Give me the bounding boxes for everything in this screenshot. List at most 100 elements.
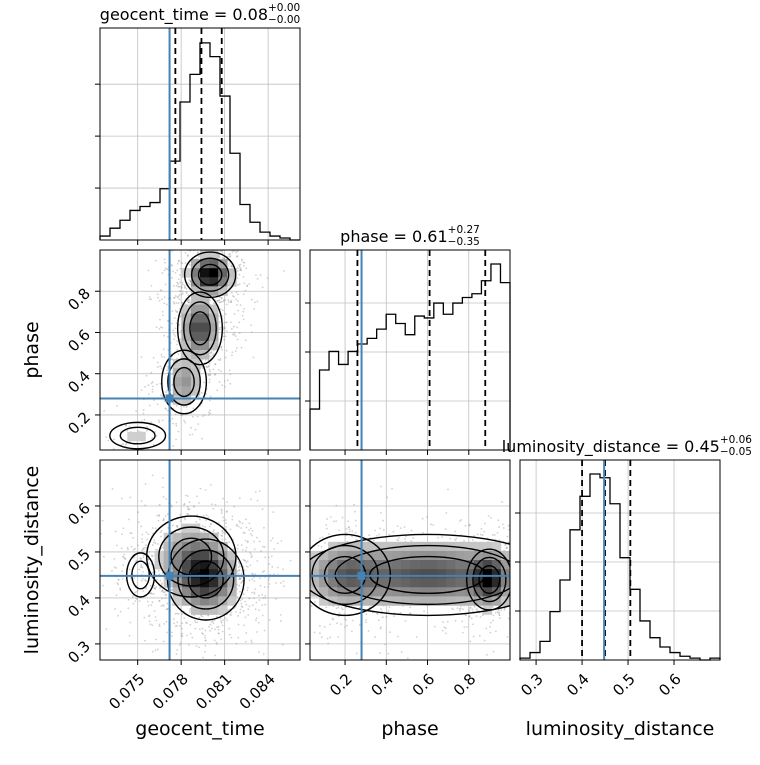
sample-point [239,267,242,269]
sample-point [225,525,228,528]
sample-point [217,246,219,248]
sample-point [236,547,239,550]
histogram-luminosity_distance [519,473,721,661]
sample-point [663,559,665,561]
sample-point [283,561,285,563]
sample-point [196,251,199,254]
sample-point [329,623,331,626]
sample-point [163,591,165,594]
x-tick-label: 0.3 [517,670,547,700]
sample-point [287,520,289,522]
sample-point [512,618,514,620]
sample-point [188,611,191,613]
sample-point [96,428,98,430]
sample-point [159,365,162,368]
title-phase: phase = 0.61+0.27 [340,224,480,246]
density-cell [437,569,447,579]
sample-point [289,606,291,608]
sample-point [203,414,206,416]
sample-point [163,269,166,272]
density-cell [200,605,210,615]
sample-point [245,565,248,568]
sample-point [176,340,178,343]
density-cell [209,578,219,588]
sample-point [188,299,191,302]
sample-point [221,348,223,351]
sample-point [286,620,288,622]
sample-point [380,608,382,610]
sample-point [155,383,158,386]
density-cell [382,560,393,570]
sample-point [209,395,212,398]
sample-point [185,621,187,624]
sample-point [160,355,163,358]
sample-point [201,615,204,618]
sample-point [223,326,225,329]
sample-point [521,565,523,567]
sample-point [142,571,145,573]
sample-point [176,524,179,527]
sample-point [105,628,108,631]
sample-point [243,569,246,572]
sample-point [279,584,281,586]
sample-point [214,363,217,366]
sample-point [201,415,204,417]
sample-point [167,607,169,610]
sample-point [296,525,298,527]
sample-point [176,612,178,615]
sample-point [288,660,290,662]
sample-point [166,631,168,634]
sample-point [152,593,155,595]
sample-point [241,598,244,601]
sample-point [145,587,147,590]
sample-point [221,535,224,537]
sample-point [141,463,143,465]
sample-point [194,428,197,431]
sample-point [202,656,204,659]
sample-point [165,608,168,611]
sample-point [153,399,155,402]
sample-point [521,562,523,564]
density-cell [500,560,510,570]
sample-point [155,619,158,622]
sample-point [246,560,249,563]
sample-point [117,583,119,586]
sample-point [270,539,272,542]
sample-point [125,424,127,427]
density-cell [328,596,338,606]
sample-point [335,504,338,507]
sample-point [228,263,230,265]
sample-point [210,503,213,506]
sample-point [183,517,186,519]
sample-point [202,247,204,249]
sample-point [154,527,157,530]
truth-marker [165,571,174,580]
sample-point [144,579,147,582]
truth-marker [165,394,174,403]
sample-point [246,284,249,287]
density-cell [209,541,219,552]
density-cell [491,587,502,597]
sample-point [221,630,224,633]
sample-point [160,529,163,532]
sample-point [358,624,361,626]
density-cell [455,578,465,588]
sample-point [318,632,321,635]
sample-point [260,550,262,552]
sample-point [295,591,297,593]
sample-point [221,530,224,532]
sample-point [218,321,221,324]
sample-point [192,407,195,410]
density-cell [209,569,219,579]
sample-point [107,439,110,442]
density-cell [355,587,365,597]
sample-point [263,546,266,548]
sample-point [510,558,512,560]
sample-point [174,413,177,416]
sample-point [348,530,351,533]
sample-point [199,487,202,490]
sample-point [271,566,274,568]
sample-point [160,535,162,538]
sample-point [359,685,361,687]
sample-point [187,281,190,284]
